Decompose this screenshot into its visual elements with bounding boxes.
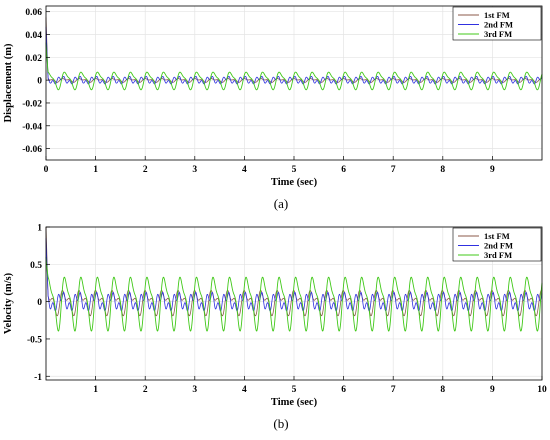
velocity-x-axis-label: Time (sec): [271, 397, 318, 408]
displacement-ticks: 0 1 2 3 4 5 6 7 8 9 0.06 0.04 0.02 0 -0.02 -0.04 -0.06: [22, 8, 495, 175]
displacement-y-tick-label: 0.06: [25, 8, 42, 18]
velocity-x-tick-label: 6: [341, 385, 346, 395]
velocity-y-tick-label: 0.5: [30, 261, 42, 271]
displacement-y-tick-label: 0.02: [25, 54, 42, 64]
displacement-x-tick-label: 8: [440, 165, 445, 175]
displacement-legend-label: 3rd FM: [484, 29, 512, 39]
displacement-x-tick-label: 1: [93, 165, 98, 175]
displacement-x-tick-label: 5: [292, 165, 297, 175]
velocity-x-tick-label: 4: [242, 385, 247, 395]
velocity-y-tick-label: -0.5: [27, 335, 42, 345]
displacement-y-tick-label: -0.04: [22, 122, 42, 132]
velocity-x-tick-label: 2: [143, 385, 148, 395]
displacement-x-tick-label: 9: [490, 165, 495, 175]
velocity-y-axis-label: Velocity (m/s): [3, 272, 14, 334]
velocity-x-tick-label: 7: [391, 385, 396, 395]
displacement-panel: 0 1 2 3 4 5 6 7 8 9 0.06 0.04 0.02 0 -0.02 -0.04 -0.06 T…: [3, 5, 543, 211]
velocity-y-tick-label: -1: [34, 373, 42, 383]
velocity-x-tick-label: 5: [292, 385, 297, 395]
displacement-legend-label: 1st FM: [484, 10, 510, 20]
velocity-caption: (b): [273, 416, 288, 431]
displacement-y-tick-label: 0.04: [25, 31, 42, 41]
displacement-caption: (a): [274, 196, 288, 211]
displacement-series-2: [45, 26, 543, 85]
displacement-x-tick-label: 4: [242, 165, 247, 175]
velocity-x-tick-label: 10: [537, 385, 547, 395]
velocity-series-2: [45, 238, 543, 312]
velocity-panel: 1 2 3 4 5 6 7 8 9 10 1 0.5 0 -0.5 -1 Time (sec) Veloci…: [3, 224, 547, 432]
velocity-series-3: [45, 256, 543, 332]
velocity-y-tick-label: 0: [37, 298, 42, 308]
velocity-x-tick-label: 1: [93, 385, 98, 395]
displacement-x-tick-label: 6: [341, 165, 346, 175]
velocity-legend-label: 3rd FM: [484, 250, 512, 260]
displacement-y-axis-label: Displacement (m): [3, 43, 14, 123]
displacement-y-tick-label: 0: [37, 77, 42, 87]
velocity-x-tick-label: 9: [490, 385, 495, 395]
velocity-x-tick-label: 3: [192, 385, 197, 395]
velocity-series: [45, 226, 543, 332]
displacement-x-tick-label: 2: [143, 165, 148, 175]
velocity-ticks: 1 2 3 4 5 6 7 8 9 10 1 0.5 0 -0.5 -1: [27, 224, 547, 396]
displacement-y-tick-label: -0.06: [22, 145, 42, 155]
displacement-series-3: [45, 42, 543, 91]
displacement-x-tick-label: 3: [192, 165, 197, 175]
displacement-y-tick-label: -0.02: [22, 99, 42, 109]
displacement-x-tick-label: 7: [391, 165, 396, 175]
displacement-legend-label: 2nd FM: [484, 20, 513, 30]
displacement-x-axis-label: Time (sec): [271, 177, 318, 188]
velocity-legend-label: 1st FM: [484, 231, 510, 241]
displacement-series: [45, 17, 543, 91]
displacement-x-tick-label: 0: [44, 165, 49, 175]
velocity-x-tick-label: 8: [440, 385, 445, 395]
velocity-legend-label: 2nd FM: [484, 241, 513, 251]
velocity-y-tick-label: 1: [37, 224, 42, 234]
